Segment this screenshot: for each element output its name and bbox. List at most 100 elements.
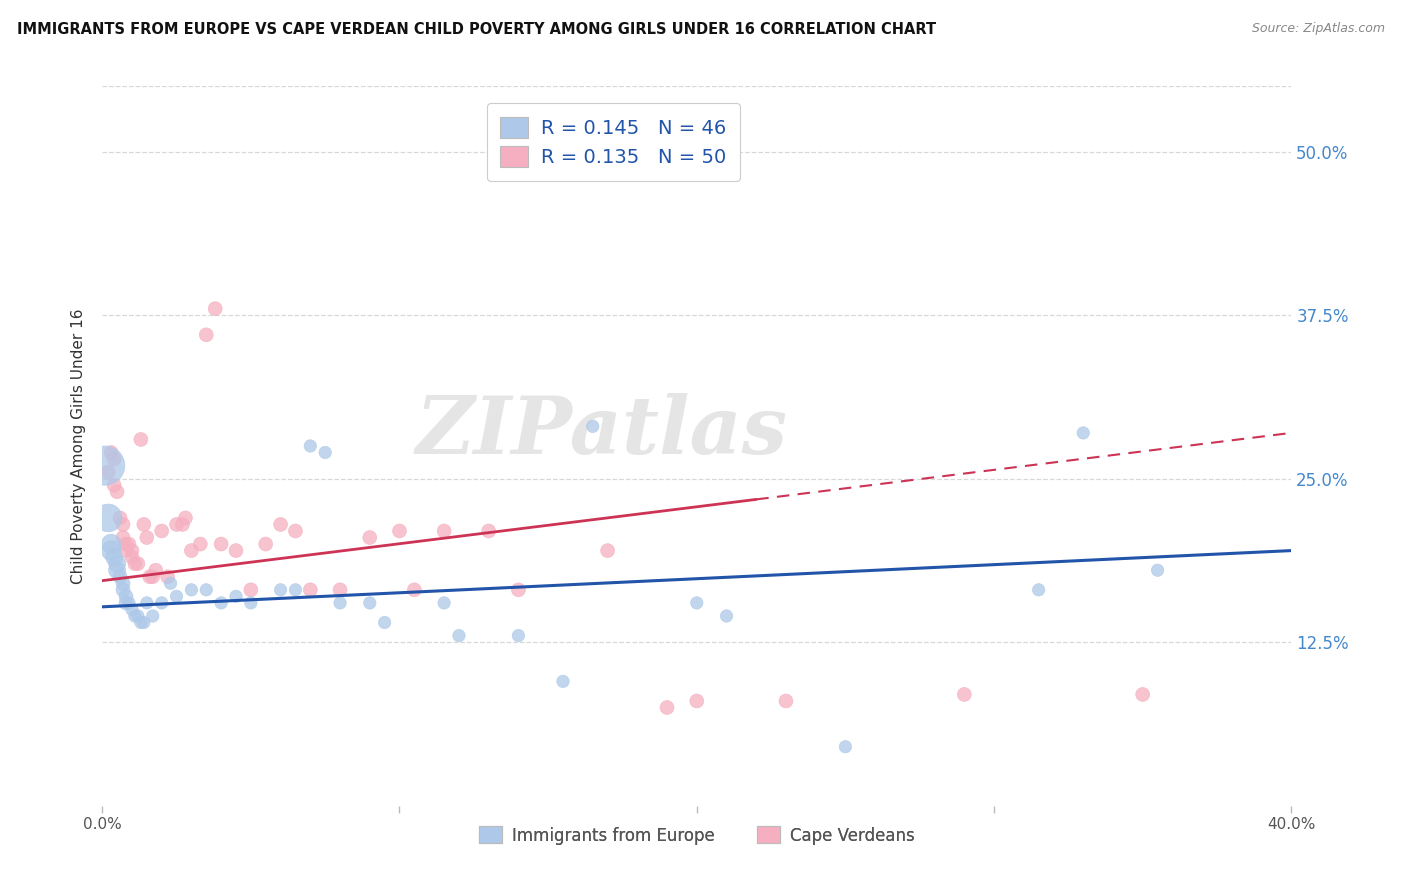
Point — [1132, 688, 1154, 702]
Point — [775, 694, 797, 708]
Point — [100, 445, 122, 459]
Point — [105, 557, 128, 571]
Point — [159, 576, 181, 591]
Point — [270, 517, 292, 532]
Point — [180, 543, 202, 558]
Point — [478, 524, 501, 538]
Point — [108, 511, 131, 525]
Point — [270, 582, 292, 597]
Point — [121, 543, 143, 558]
Point — [132, 615, 155, 630]
Point — [150, 596, 173, 610]
Point — [115, 543, 138, 558]
Point — [254, 537, 277, 551]
Point — [118, 537, 141, 551]
Point — [299, 439, 322, 453]
Point — [111, 582, 134, 597]
Point — [508, 582, 530, 597]
Point — [195, 582, 218, 597]
Point — [209, 596, 232, 610]
Point — [124, 557, 146, 571]
Point — [103, 452, 125, 467]
Point — [142, 609, 165, 624]
Legend: Immigrants from Europe, Cape Verdeans: Immigrants from Europe, Cape Verdeans — [472, 820, 921, 851]
Point — [156, 570, 179, 584]
Point — [97, 511, 120, 525]
Point — [596, 543, 619, 558]
Point — [111, 531, 134, 545]
Point — [118, 596, 141, 610]
Point — [1071, 425, 1094, 440]
Point — [359, 596, 381, 610]
Point — [127, 557, 149, 571]
Point — [180, 582, 202, 597]
Point — [124, 609, 146, 624]
Point — [105, 563, 128, 577]
Point — [1028, 582, 1050, 597]
Point — [404, 582, 426, 597]
Point — [284, 524, 307, 538]
Point — [121, 550, 143, 565]
Point — [447, 629, 470, 643]
Point — [145, 563, 167, 577]
Point — [135, 596, 157, 610]
Point — [188, 537, 211, 551]
Point — [388, 524, 411, 538]
Text: Source: ZipAtlas.com: Source: ZipAtlas.com — [1251, 22, 1385, 36]
Text: IMMIGRANTS FROM EUROPE VS CAPE VERDEAN CHILD POVERTY AMONG GIRLS UNDER 16 CORREL: IMMIGRANTS FROM EUROPE VS CAPE VERDEAN C… — [17, 22, 936, 37]
Point — [115, 590, 138, 604]
Point — [115, 537, 138, 551]
Point — [314, 445, 336, 459]
Y-axis label: Child Poverty Among Girls Under 16: Child Poverty Among Girls Under 16 — [72, 309, 86, 583]
Point — [655, 700, 678, 714]
Point — [433, 524, 456, 538]
Text: ZIPatlas: ZIPatlas — [416, 392, 787, 470]
Point — [174, 511, 197, 525]
Point — [111, 517, 134, 532]
Point — [121, 602, 143, 616]
Point — [150, 524, 173, 538]
Point — [204, 301, 226, 316]
Point — [433, 596, 456, 610]
Point — [551, 674, 574, 689]
Point — [172, 517, 194, 532]
Point — [142, 570, 165, 584]
Point — [129, 615, 152, 630]
Point — [127, 609, 149, 624]
Point — [94, 458, 117, 473]
Point — [195, 327, 218, 342]
Point — [284, 582, 307, 597]
Point — [834, 739, 856, 754]
Point — [299, 582, 322, 597]
Point — [225, 543, 247, 558]
Point — [108, 570, 131, 584]
Point — [209, 537, 232, 551]
Point — [329, 596, 352, 610]
Point — [139, 570, 162, 584]
Point — [105, 484, 128, 499]
Point — [166, 517, 188, 532]
Point — [359, 531, 381, 545]
Point — [97, 465, 120, 479]
Point — [686, 694, 709, 708]
Point — [953, 688, 976, 702]
Point — [374, 615, 396, 630]
Point — [103, 478, 125, 492]
Point — [103, 550, 125, 565]
Point — [100, 537, 122, 551]
Point — [225, 590, 247, 604]
Point — [329, 582, 352, 597]
Point — [582, 419, 605, 434]
Point — [1146, 563, 1168, 577]
Point — [508, 629, 530, 643]
Point — [166, 590, 188, 604]
Point — [135, 531, 157, 545]
Point — [100, 543, 122, 558]
Point — [239, 596, 262, 610]
Point — [716, 609, 738, 624]
Point — [111, 576, 134, 591]
Point — [115, 596, 138, 610]
Point — [129, 433, 152, 447]
Point — [239, 582, 262, 597]
Point — [132, 517, 155, 532]
